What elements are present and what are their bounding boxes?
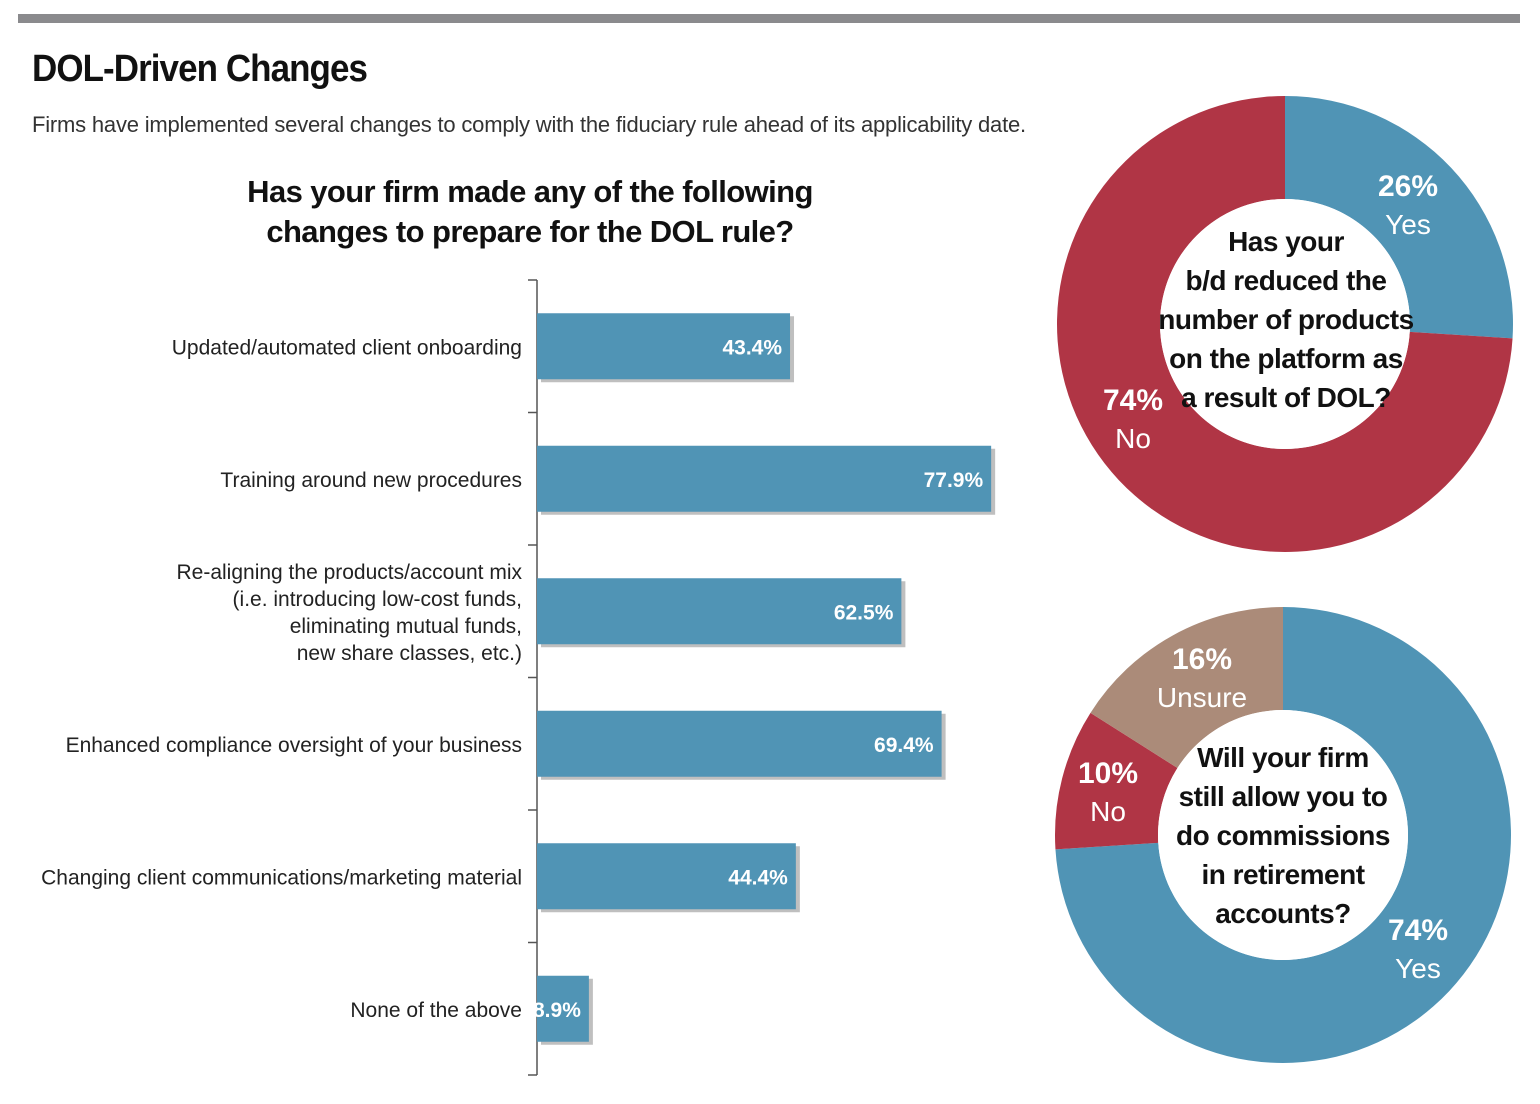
category-label: Re-aligning the products/account mix (176, 561, 522, 584)
donut-question-commissions: Will your firm still allow you to do commi… (1143, 738, 1423, 933)
donut-hole (1160, 199, 1410, 449)
donut-slice (1055, 712, 1178, 850)
category-label: Enhanced compliance oversight of your bu… (66, 734, 522, 757)
donut-slice (1090, 607, 1283, 769)
category-label: new share classes, etc.) (297, 642, 522, 665)
slice-name-label: No (1115, 423, 1151, 454)
slice-value-label: 74% (1388, 914, 1448, 947)
bar-value-label: 77.9% (924, 469, 984, 492)
donut-question-line: number of products (1158, 304, 1414, 335)
slice-name-label: Unsure (1157, 682, 1247, 713)
bar-value-label: 44.4% (728, 866, 788, 889)
slice-value-label: 16% (1172, 643, 1232, 676)
slice-name-label: Yes (1385, 209, 1431, 240)
donut-question-products: Has your b/d reduced the number of product… (1146, 222, 1426, 417)
donut-question-line: still allow you to (1178, 781, 1388, 812)
donut-slice (1285, 96, 1513, 339)
page-title: DOL-Driven Changes (32, 48, 368, 90)
donut-hole (1158, 710, 1408, 960)
donut-question-line: b/d reduced the (1185, 265, 1387, 296)
category-label: Updated/automated client onboarding (172, 336, 522, 359)
category-label: Changing client communications/marketing… (41, 866, 522, 889)
bar-chart-title: Has your firm made any of the following … (247, 174, 813, 249)
donut-question-line: in retirement (1201, 859, 1365, 890)
bar (537, 313, 791, 380)
donut-question-line: a result of DOL? (1181, 382, 1391, 413)
bar (537, 578, 902, 645)
donut-slice (1055, 607, 1511, 1064)
page-subtitle: Firms have implemented several changes t… (32, 112, 1026, 137)
bar (537, 975, 589, 1042)
bar-value-label: 62.5% (834, 601, 894, 624)
category-label: None of the above (350, 999, 522, 1022)
donut-question-line: on the platform as (1169, 343, 1403, 374)
top-rule (18, 14, 1520, 23)
donut-question-line: accounts? (1215, 898, 1351, 929)
bar (537, 710, 942, 777)
donut-question-line: do commissions (1176, 820, 1390, 851)
category-label: (i.e. introducing low-cost funds, (233, 588, 522, 611)
bar-value-label: 69.4% (874, 734, 934, 757)
donut-question-line: Has your (1228, 226, 1344, 257)
bar-chart: 43.4% Updated/automated client onboarding… (41, 279, 996, 1076)
category-label: eliminating mutual funds, (290, 615, 522, 638)
bar (537, 843, 796, 910)
slice-value-label: 74% (1103, 384, 1163, 417)
category-label: Training around new procedures (220, 469, 522, 492)
slice-name-label: Yes (1395, 953, 1441, 984)
donut-question-line: Will your firm (1197, 742, 1369, 773)
bar (537, 445, 992, 512)
bar-value-label: 43.4% (722, 336, 782, 359)
bar-value-label: 8.9% (533, 999, 581, 1022)
slice-name-label: No (1090, 796, 1126, 827)
slice-value-label: 26% (1378, 170, 1438, 203)
donut-slice (1057, 96, 1513, 552)
slice-value-label: 10% (1078, 757, 1138, 790)
